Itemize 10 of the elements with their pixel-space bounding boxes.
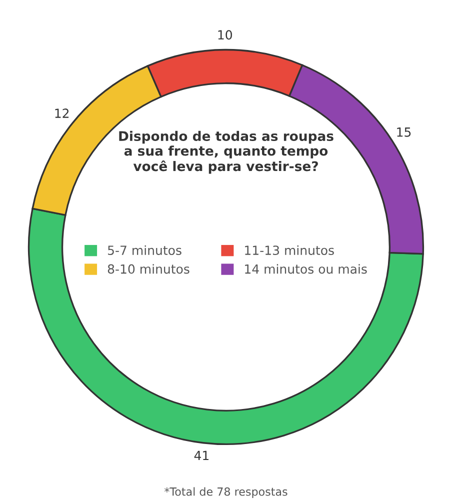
text: *Total de 78 respostas xyxy=(164,487,288,498)
data-label: 41 xyxy=(194,450,208,460)
data-label: 15 xyxy=(397,128,411,137)
data-label: 12 xyxy=(55,108,69,118)
legend-label: 5-7 minutos xyxy=(108,245,182,256)
legend-label: 14 minutos ou mais xyxy=(245,264,367,274)
data-label: 10 xyxy=(218,30,232,40)
legend-label: 11-13 minutos xyxy=(245,245,334,256)
legend-label: 8-10 minutos xyxy=(108,264,190,274)
text: Dispondo de todas as roupas a sua frente, quanto tempo você leva para vestir-se? xyxy=(119,130,334,174)
